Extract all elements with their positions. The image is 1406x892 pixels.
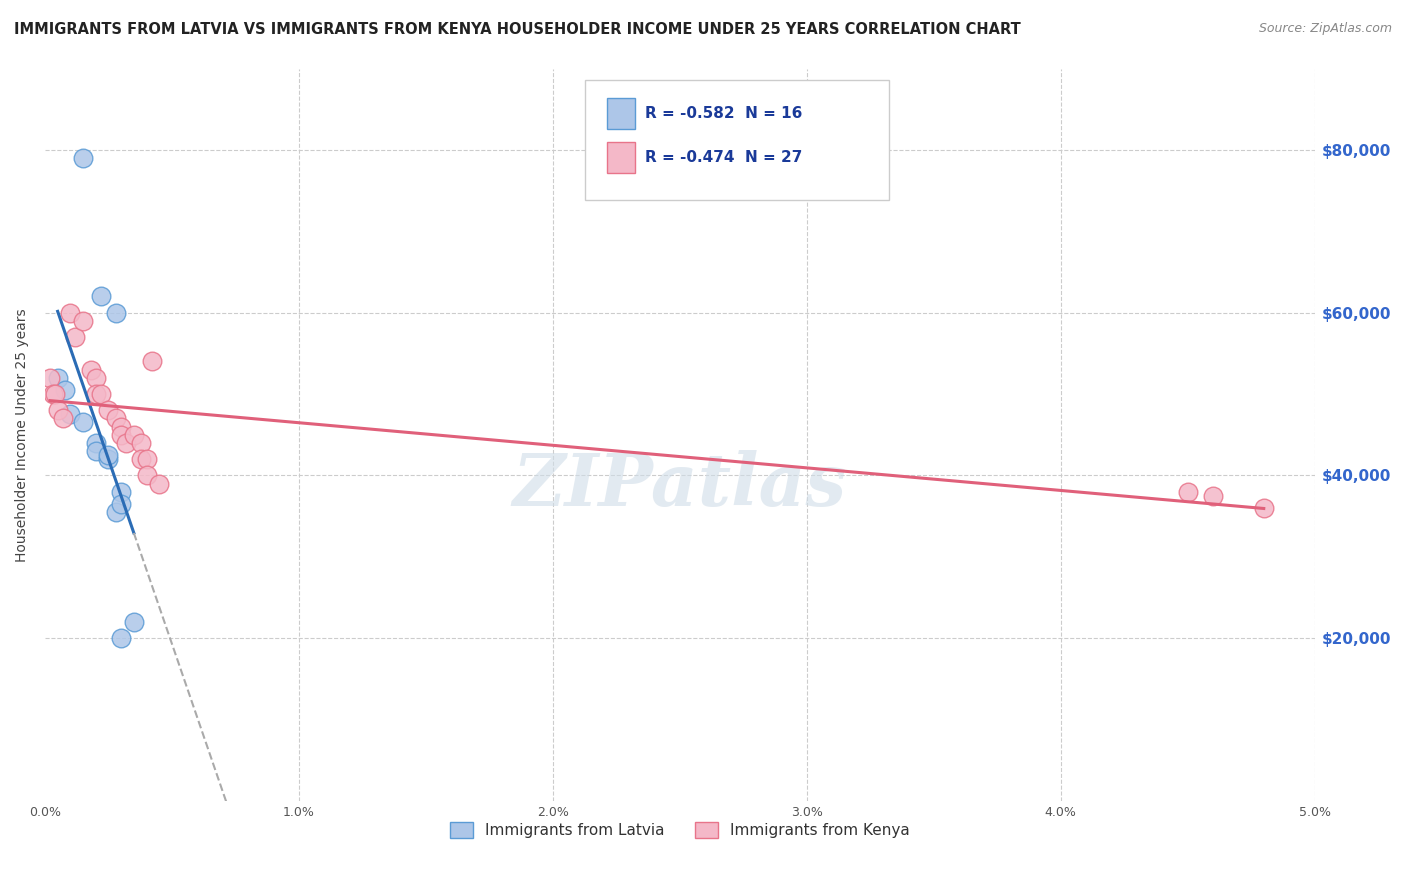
- Point: [110, 497, 132, 511]
- Y-axis label: Householder Income Under 25 years: Householder Income Under 25 years: [15, 308, 30, 561]
- Point: [148, 476, 170, 491]
- Point: [59, 305, 82, 319]
- Point: [110, 419, 132, 434]
- Point: [46, 403, 69, 417]
- Point: [84, 370, 107, 384]
- Point: [115, 435, 138, 450]
- Point: [97, 403, 120, 417]
- Text: ZIPatlas: ZIPatlas: [513, 450, 846, 522]
- Point: [131, 435, 153, 450]
- Text: Source: ZipAtlas.com: Source: ZipAtlas.com: [1258, 22, 1392, 36]
- Point: [105, 505, 128, 519]
- FancyBboxPatch shape: [607, 143, 636, 173]
- Point: [105, 411, 128, 425]
- Text: R = -0.582  N = 16: R = -0.582 N = 16: [645, 105, 803, 120]
- Point: [72, 416, 94, 430]
- Point: [141, 354, 163, 368]
- Point: [105, 305, 128, 319]
- Point: [44, 387, 66, 401]
- Legend: Immigrants from Latvia, Immigrants from Kenya: Immigrants from Latvia, Immigrants from …: [444, 816, 915, 845]
- Point: [79, 362, 101, 376]
- Point: [1253, 500, 1275, 515]
- Point: [90, 387, 112, 401]
- FancyBboxPatch shape: [607, 98, 636, 128]
- Point: [1177, 484, 1199, 499]
- Point: [72, 314, 94, 328]
- Point: [84, 444, 107, 458]
- Point: [53, 383, 76, 397]
- Point: [59, 408, 82, 422]
- Point: [72, 151, 94, 165]
- Point: [90, 289, 112, 303]
- Point: [110, 427, 132, 442]
- Point: [97, 448, 120, 462]
- Point: [65, 330, 87, 344]
- Point: [135, 452, 157, 467]
- Point: [39, 370, 62, 384]
- Point: [122, 615, 145, 629]
- Point: [97, 452, 120, 467]
- Point: [1202, 489, 1225, 503]
- Text: R = -0.474  N = 27: R = -0.474 N = 27: [645, 151, 803, 165]
- Point: [84, 435, 107, 450]
- Point: [110, 631, 132, 645]
- Text: IMMIGRANTS FROM LATVIA VS IMMIGRANTS FROM KENYA HOUSEHOLDER INCOME UNDER 25 YEAR: IMMIGRANTS FROM LATVIA VS IMMIGRANTS FRO…: [14, 22, 1021, 37]
- Point: [84, 387, 107, 401]
- Point: [135, 468, 157, 483]
- Point: [41, 387, 63, 401]
- Point: [122, 427, 145, 442]
- Point: [131, 452, 153, 467]
- FancyBboxPatch shape: [585, 79, 889, 201]
- Point: [46, 370, 69, 384]
- Point: [110, 484, 132, 499]
- Point: [52, 411, 75, 425]
